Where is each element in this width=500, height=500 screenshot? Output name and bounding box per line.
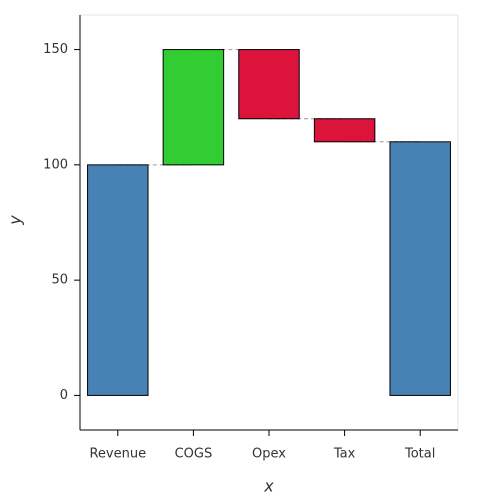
y-tick-label: 100 xyxy=(43,157,68,172)
bar xyxy=(162,49,225,166)
bar xyxy=(238,49,300,120)
x-tick-label: Tax xyxy=(333,447,356,462)
x-tick-label: Total xyxy=(404,447,435,462)
x-tick-label: COGS xyxy=(175,447,213,462)
bar xyxy=(313,118,376,143)
x-tick-label: Revenue xyxy=(89,447,146,462)
y-axis-title: y xyxy=(6,215,25,226)
x-tick-label: Opex xyxy=(252,447,286,462)
bar xyxy=(87,164,149,396)
y-tick-label: 0 xyxy=(60,388,68,403)
bar xyxy=(389,141,451,396)
x-axis-title: x xyxy=(263,477,274,496)
y-tick-label: 150 xyxy=(43,42,68,57)
y-tick-label: 50 xyxy=(51,273,68,288)
